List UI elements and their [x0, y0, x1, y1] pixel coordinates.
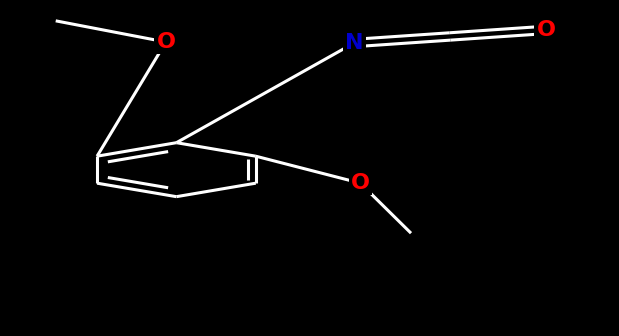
Text: O: O	[537, 20, 555, 40]
Text: O: O	[351, 173, 370, 193]
Text: O: O	[157, 32, 175, 52]
Text: N: N	[345, 33, 363, 53]
